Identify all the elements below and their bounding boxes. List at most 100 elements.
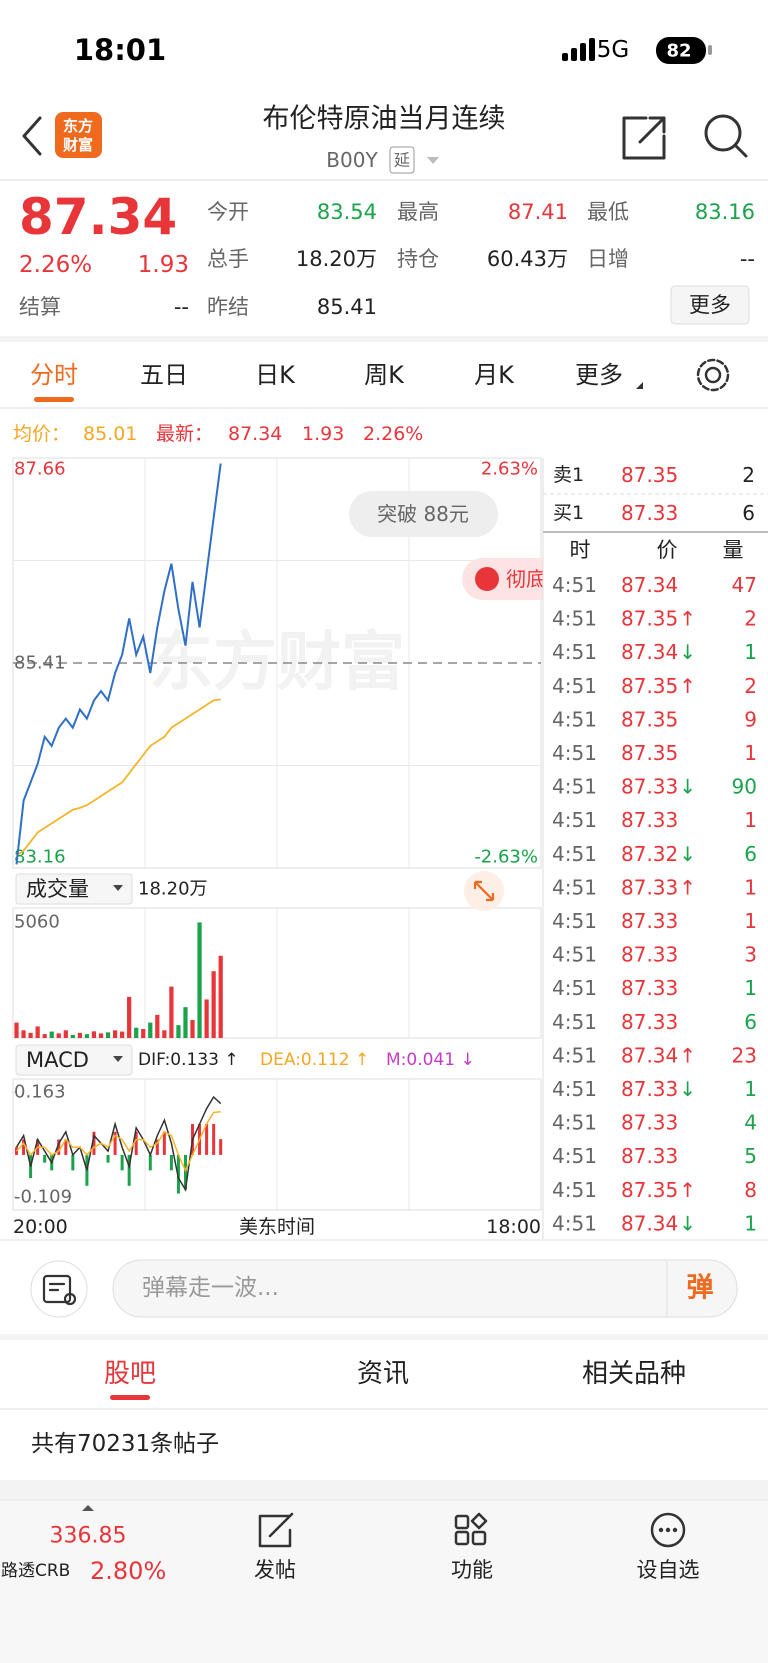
index-name[interactable]: 路透CRB [1,1561,70,1581]
macd-bar [22,1139,26,1155]
macd-bar [169,1154,173,1171]
macd-bar [212,1124,216,1155]
share-button[interactable] [622,116,666,160]
volume-bar [155,1014,160,1038]
macd-bar [71,1154,75,1171]
more-button-label[interactable]: 更多 [689,293,731,317]
danmaku-input[interactable] [112,1259,738,1318]
bottom-action[interactable]: 功能 [451,1558,493,1582]
trade-arrow: ↓ [679,640,696,664]
volume-bar [105,1032,111,1038]
field-value: 85.41 [317,295,377,319]
trade-price: 87.33 [621,976,678,1000]
chart-tab[interactable]: 日K [255,361,296,389]
danmaku-send[interactable]: 弹 [687,1273,714,1304]
page-title: 布伦特原油当月连续 [263,104,506,135]
trade-price: 87.33 [621,1111,678,1135]
tab-underline [110,1395,150,1400]
trade-qty: 1 [744,808,757,832]
volume-label: 成交量 [26,877,89,901]
expand-caret[interactable] [82,1505,94,1511]
logo-text: 财富 [63,136,93,154]
chart-tab[interactable]: 更多 [575,361,623,389]
volume-bar [183,1007,188,1038]
trade-price: 87.33 [621,1144,678,1168]
bottom-action[interactable]: 设自选 [637,1558,700,1582]
volume-bar [49,1031,54,1038]
delay-tag: 延 [394,151,410,170]
tab-underline [34,397,74,402]
x-axis-label: 18:00 [486,1216,541,1238]
macd-panel [12,1078,542,1211]
field-label: 结算 [19,295,61,319]
trade-price: 87.35 [621,1178,678,1202]
expand-icon [473,880,495,902]
trade-qty: 3 [744,943,757,967]
section-gap [0,336,768,342]
trade-price: 87.33 [621,1010,678,1034]
dropdown-caret [636,382,643,389]
volume-bar [42,1034,47,1038]
macd-bar [120,1154,124,1171]
field-label: 最高 [397,200,439,224]
trade-qty: 23 [732,1043,757,1067]
index-change[interactable]: 2.80% [90,1557,166,1585]
post-icon[interactable] [258,1512,294,1548]
trade-arrow: ↑ [679,674,696,698]
chart-tab[interactable]: 五日 [140,361,188,389]
macd-bar [176,1154,180,1194]
macd-selector[interactable] [15,1044,133,1076]
volume-bar [84,1034,90,1038]
trade-price: 87.35 [621,741,678,765]
index-value[interactable]: 336.85 [50,1524,127,1549]
volume-bar [56,1033,61,1038]
community-tab[interactable]: 资讯 [357,1359,409,1389]
macd-bar [148,1154,152,1171]
trade-time: 4:51 [552,875,597,899]
macd-bar [162,1131,166,1155]
field-label: 总手 [207,247,249,271]
search-button[interactable] [704,114,748,158]
trade-time: 4:51 [552,1111,597,1135]
x-axis-label: 美东时间 [239,1216,315,1238]
trade-price: 87.35 [621,607,678,631]
book-qty: 6 [742,501,755,525]
field-value: 83.54 [317,200,377,224]
last-price: 87.34 [19,188,177,246]
chart-tab[interactable]: 周K [364,361,405,389]
field-label: 今开 [207,200,249,224]
community-tab[interactable]: 相关品种 [582,1359,686,1389]
trade-arrow: ↑ [679,875,696,899]
divider [0,1239,768,1241]
bottom-action[interactable]: 发帖 [254,1558,296,1582]
dropdown-caret [113,1056,123,1062]
trade-price: 87.33 [621,875,678,899]
field-value: 87.41 [508,200,568,224]
trade-qty: 2 [744,607,757,631]
more-button[interactable] [670,285,750,325]
code-dropdown[interactable] [427,157,439,164]
volume-selector[interactable] [15,873,133,905]
back-button[interactable] [22,116,42,156]
volume-bar [112,1030,118,1038]
delay-tag-box [389,146,415,174]
trade-arrow: ↓ [679,775,696,799]
function-icon[interactable] [454,1512,488,1546]
chart-tab[interactable]: 分时 [30,361,78,389]
community-tab[interactable]: 股吧 [104,1359,156,1389]
trade-time: 4:51 [552,607,597,631]
volume-bar [204,999,209,1038]
trade-time: 4:51 [552,1043,597,1067]
promo-icon [475,567,499,591]
settings-button[interactable] [696,358,730,392]
chart-tab[interactable]: 月K [474,361,515,389]
trade-time: 4:51 [552,573,597,597]
volume-bar [127,996,132,1038]
volume-bar [176,1025,181,1038]
change-pct-value: 2.26% [363,423,423,445]
bottom-bar [0,1500,768,1663]
trade-price: 87.32 [621,842,678,866]
trade-arrow: ↑ [679,1178,696,1202]
danmaku-toggle[interactable] [30,1260,88,1318]
watchlist-icon[interactable] [650,1512,686,1548]
